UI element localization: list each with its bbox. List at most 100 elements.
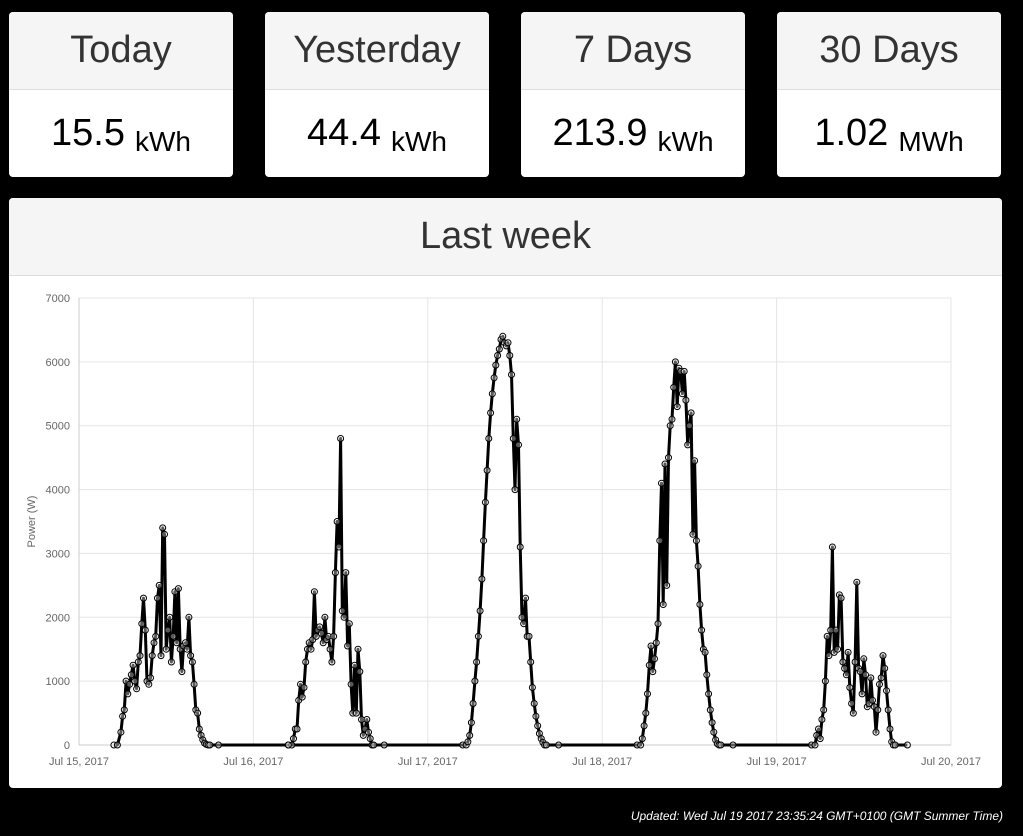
data-point bbox=[527, 658, 535, 666]
stat-value: 44.4 bbox=[307, 112, 381, 154]
data-point bbox=[658, 479, 665, 487]
data-point bbox=[849, 709, 857, 717]
data-point bbox=[825, 652, 833, 660]
power-chart[interactable]: 0 1000 2000 3000 4000 5000 6000 7000 Jul 15, 201… bbox=[9, 276, 1002, 788]
data-point bbox=[317, 629, 325, 637]
panel-title: Last week bbox=[9, 198, 1002, 276]
data-point bbox=[821, 677, 829, 685]
data-point bbox=[467, 719, 475, 727]
data-point bbox=[659, 601, 667, 608]
data-point bbox=[513, 415, 521, 423]
data-point bbox=[696, 601, 704, 608]
data-point bbox=[483, 466, 491, 474]
data-point bbox=[862, 671, 869, 679]
data-point bbox=[347, 680, 355, 688]
data-point bbox=[846, 684, 854, 691]
data-point bbox=[872, 728, 880, 736]
data-point bbox=[345, 620, 353, 628]
data-point bbox=[823, 632, 831, 640]
chart-panel: Last week 0 1000 2000 3000 4000 5000 6000 7000 J… bbox=[9, 198, 1002, 788]
data-point bbox=[164, 626, 172, 634]
data-point bbox=[488, 390, 496, 398]
data-point bbox=[867, 674, 875, 682]
data-point bbox=[811, 741, 819, 749]
data-point bbox=[290, 735, 297, 743]
stat-value: 213.9 bbox=[552, 112, 648, 154]
stat-unit: MWh bbox=[898, 125, 964, 157]
data-point bbox=[190, 680, 198, 688]
data-point bbox=[490, 374, 498, 382]
data-point bbox=[839, 658, 847, 666]
data-point bbox=[370, 741, 378, 749]
data-point bbox=[351, 661, 359, 669]
data-point bbox=[494, 352, 502, 359]
data-point bbox=[516, 543, 524, 551]
data-point bbox=[841, 664, 849, 672]
data-point bbox=[642, 709, 650, 717]
y-tick-label: 2000 bbox=[46, 612, 70, 624]
x-tick-label: Jul 18, 2017 bbox=[572, 756, 632, 768]
data-point bbox=[645, 661, 653, 669]
data-point bbox=[129, 661, 137, 669]
x-tick-label: Jul 15, 2017 bbox=[49, 756, 109, 768]
stat-unit: kWh bbox=[657, 125, 714, 157]
data-point bbox=[844, 648, 852, 656]
data-point bbox=[542, 741, 550, 749]
data-point bbox=[663, 581, 671, 589]
data-point bbox=[150, 639, 158, 647]
data-point bbox=[511, 486, 519, 494]
data-point bbox=[684, 441, 692, 449]
data-point bbox=[656, 537, 664, 545]
data-point bbox=[555, 741, 563, 749]
data-point bbox=[827, 626, 835, 634]
data-point bbox=[710, 728, 718, 736]
data-point bbox=[473, 658, 481, 666]
data-point bbox=[644, 690, 651, 698]
data-point bbox=[708, 719, 716, 727]
data-point bbox=[534, 722, 542, 730]
data-point bbox=[331, 569, 339, 577]
updated-timestamp: Updated: Wed Jul 19 2017 23:35:24 GMT+01… bbox=[630, 809, 1003, 823]
data-point bbox=[706, 706, 714, 714]
data-point bbox=[828, 543, 836, 551]
data-point bbox=[673, 403, 681, 411]
data-point bbox=[876, 680, 883, 688]
data-point bbox=[508, 371, 515, 379]
data-point bbox=[476, 607, 484, 615]
data-point bbox=[858, 690, 866, 698]
stat-card-today: Today 15.5 kWh bbox=[9, 12, 233, 177]
data-point bbox=[138, 620, 146, 628]
data-point bbox=[668, 415, 676, 423]
data-point bbox=[147, 674, 154, 682]
y-tick-label: 6000 bbox=[46, 357, 70, 369]
data-point bbox=[649, 668, 657, 676]
data-point bbox=[647, 642, 655, 650]
x-tick-label: Jul 19, 2017 bbox=[747, 756, 807, 768]
x-tick-label: Jul 16, 2017 bbox=[223, 756, 283, 768]
data-point bbox=[298, 693, 306, 701]
data-point bbox=[638, 735, 646, 743]
data-point bbox=[518, 613, 526, 621]
data-point bbox=[284, 741, 292, 749]
data-point bbox=[874, 706, 882, 714]
data-point bbox=[183, 645, 191, 653]
stat-card-30-days: 30 Days 1.02 MWh bbox=[777, 12, 1001, 177]
y-tick-label: 4000 bbox=[46, 485, 70, 497]
data-point bbox=[307, 645, 315, 653]
data-point bbox=[187, 652, 195, 660]
data-point bbox=[119, 712, 127, 720]
data-point bbox=[167, 658, 175, 666]
data-point bbox=[877, 674, 885, 682]
data-point bbox=[637, 741, 645, 749]
data-point bbox=[337, 435, 345, 442]
data-point bbox=[685, 422, 693, 430]
data-point bbox=[879, 652, 887, 660]
data-point bbox=[485, 435, 493, 442]
data-point bbox=[300, 684, 308, 691]
data-point bbox=[310, 588, 318, 596]
series-line bbox=[113, 334, 908, 747]
data-point bbox=[680, 367, 688, 375]
data-point bbox=[478, 575, 486, 583]
data-point bbox=[148, 652, 156, 660]
data-point bbox=[640, 722, 648, 730]
